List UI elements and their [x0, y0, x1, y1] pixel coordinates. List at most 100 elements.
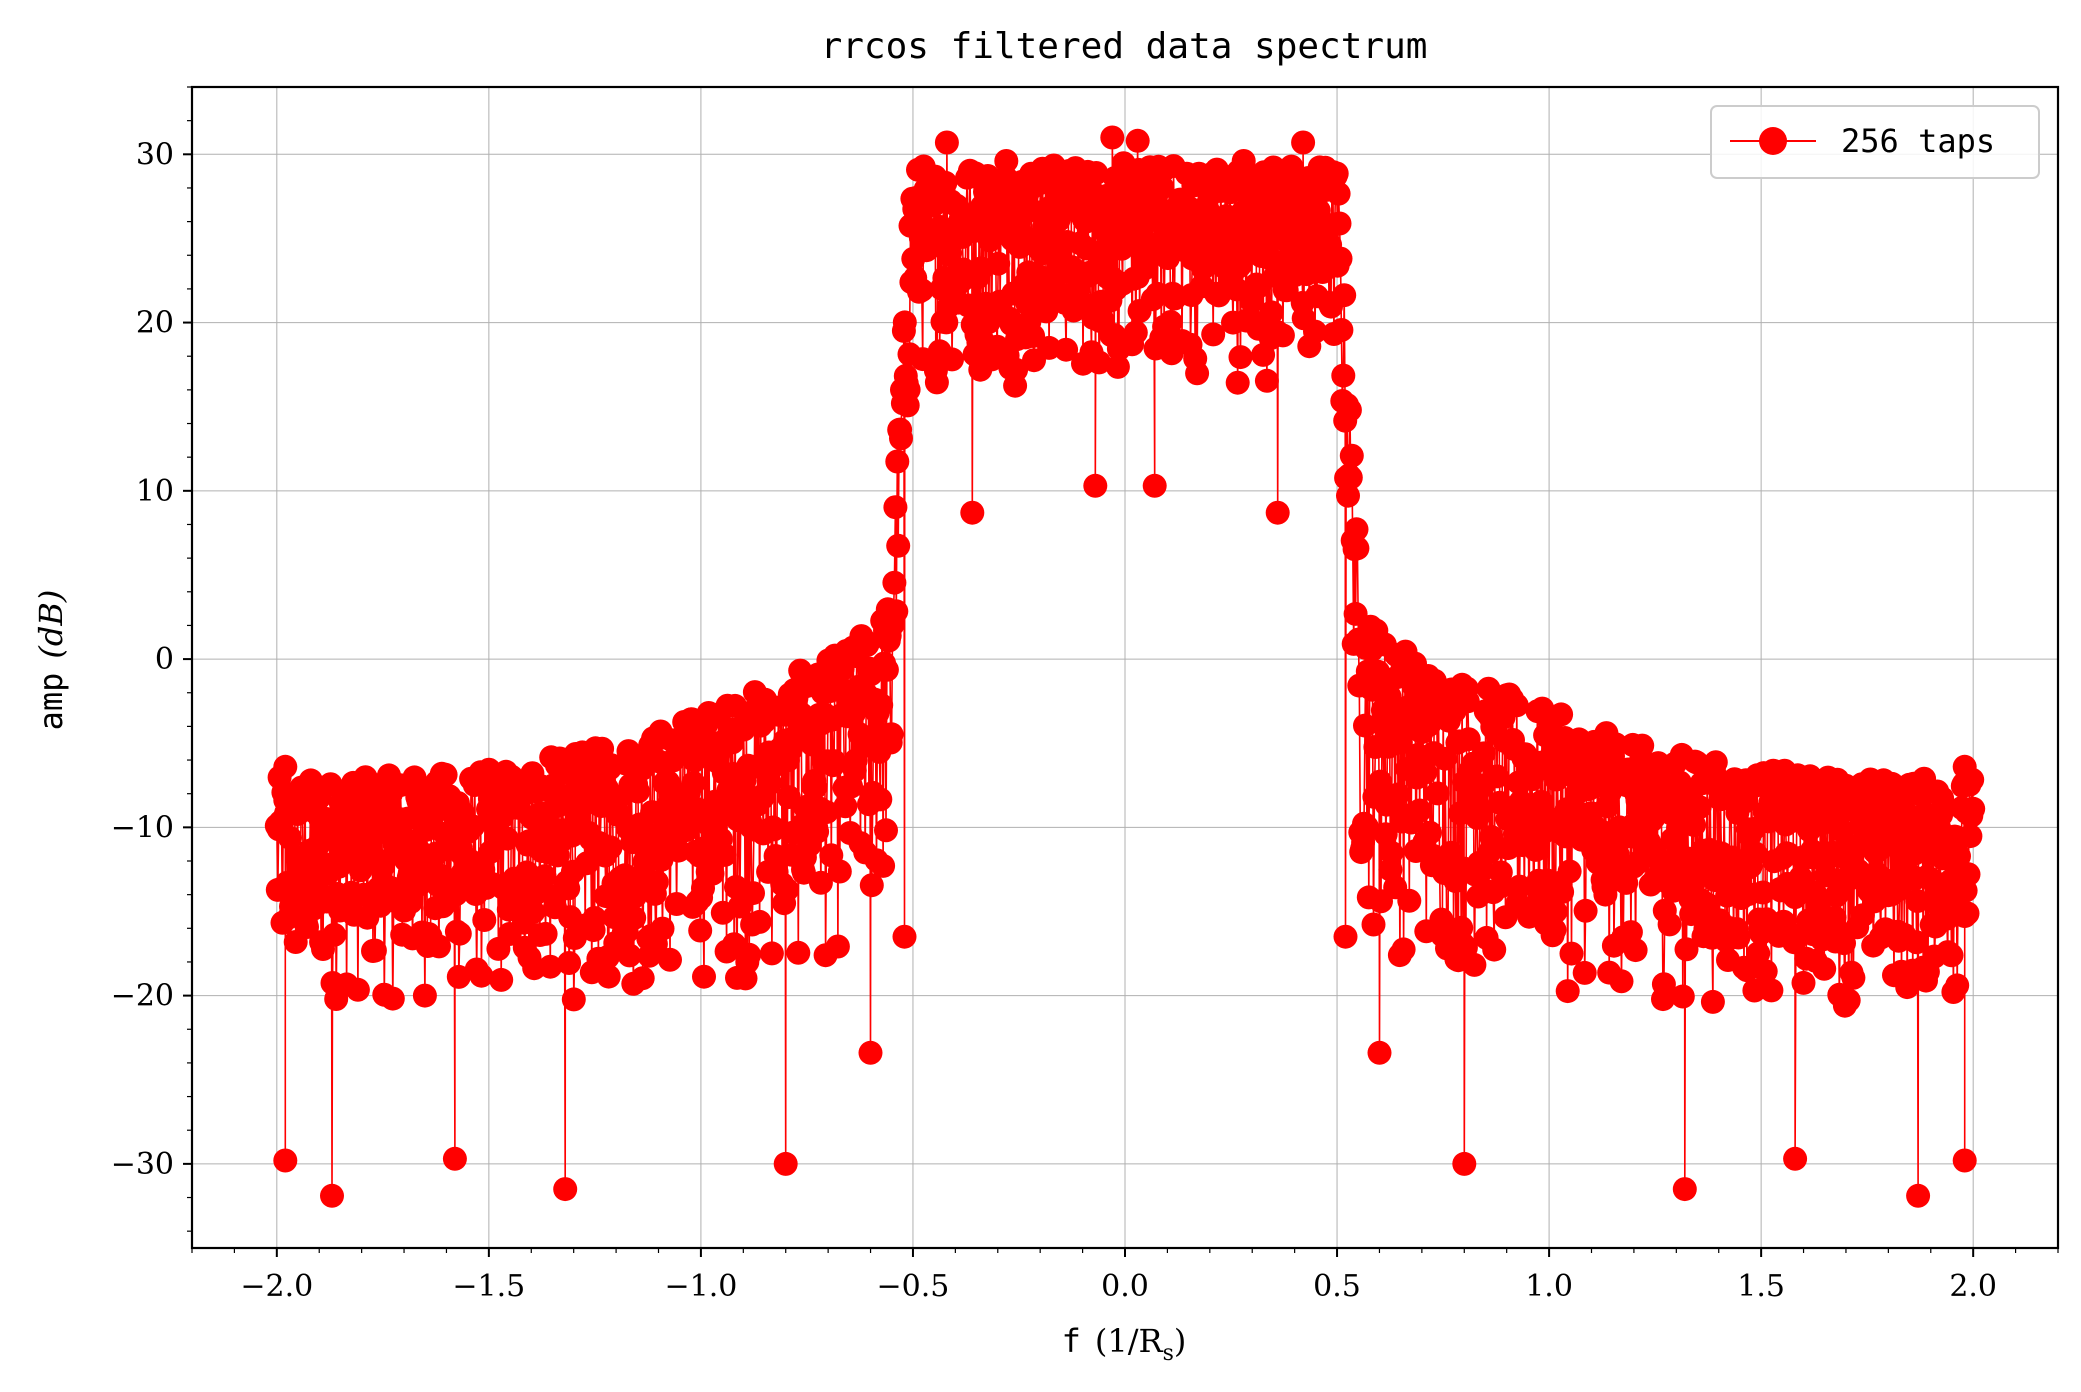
y-tick-label: 10 — [136, 474, 174, 509]
data-point — [622, 905, 647, 930]
data-point — [859, 873, 884, 898]
x-tick-label: 0.0 — [1101, 1269, 1149, 1304]
data-point — [700, 861, 725, 886]
data-point — [1687, 795, 1712, 820]
data-point — [773, 1151, 798, 1176]
data-point — [1630, 733, 1655, 758]
data-point — [1542, 917, 1567, 942]
data-point — [814, 800, 839, 825]
data-point — [359, 826, 384, 851]
x-tick-label: 2.0 — [1949, 1269, 1997, 1304]
data-point — [884, 599, 909, 624]
data-point — [1391, 937, 1416, 962]
chart-title: rrcos filtered data spectrum — [821, 26, 1428, 67]
data-point — [1291, 130, 1316, 155]
data-point — [1945, 973, 1970, 998]
data-point — [1674, 937, 1699, 962]
data-point — [1672, 1177, 1697, 1202]
data-point — [1100, 125, 1125, 150]
data-point — [1743, 841, 1768, 866]
data-point — [1303, 319, 1327, 344]
x-tick-label: −2.0 — [240, 1269, 313, 1304]
data-point — [1573, 898, 1598, 923]
data-point — [882, 570, 907, 595]
data-point — [994, 149, 1019, 173]
data-point — [892, 924, 917, 949]
data-point — [1366, 659, 1391, 684]
data-point — [1367, 1040, 1392, 1065]
data-point — [1555, 979, 1580, 1004]
data-point — [1504, 693, 1529, 718]
data-point — [380, 986, 405, 1011]
data-point — [1158, 310, 1183, 334]
y-axis-ticks: −30 −20 −10 0 10 20 30 — [111, 86, 192, 1232]
y-axis-label: amp(dB) — [32, 590, 70, 731]
data-point — [1452, 1151, 1477, 1176]
data-point — [1105, 354, 1130, 379]
data-point — [650, 916, 675, 941]
data-point — [1332, 283, 1357, 308]
data-point — [1955, 901, 1980, 926]
data-point — [598, 835, 623, 860]
x-axis-ticks: −2.0 −1.5 −1.0 −0.5 0.0 0.5 1.0 1.5 2.0 — [191, 1248, 2059, 1304]
data-point — [803, 775, 828, 800]
data-point — [1336, 483, 1360, 508]
data-point — [1753, 959, 1778, 984]
data-point — [737, 942, 762, 967]
data-point — [1960, 767, 1985, 792]
x-tick-label: −0.5 — [877, 1269, 950, 1304]
data-point — [1425, 781, 1450, 806]
data-point — [1812, 956, 1837, 981]
data-point — [1841, 965, 1866, 990]
data-point — [1004, 357, 1029, 382]
data-point — [822, 749, 847, 774]
data-point — [1489, 874, 1514, 899]
data-point — [1265, 500, 1290, 525]
data-point — [747, 909, 772, 934]
data-point — [1836, 988, 1861, 1013]
y-tick-label: 30 — [136, 137, 174, 172]
data-point — [1413, 760, 1438, 785]
data-point — [1456, 727, 1481, 752]
data-point — [658, 947, 682, 972]
data-point — [469, 963, 494, 988]
data-point — [1832, 931, 1856, 956]
data-point — [1083, 473, 1108, 498]
data-point — [960, 500, 985, 525]
data-point — [1185, 361, 1210, 386]
data-point — [1455, 689, 1480, 714]
data-point — [1087, 350, 1112, 375]
data-point — [582, 906, 607, 930]
data-point — [1462, 952, 1487, 977]
legend-box — [1710, 105, 2040, 179]
data-point — [1471, 741, 1496, 766]
data-point — [741, 881, 765, 906]
data-point — [940, 347, 964, 372]
data-point — [1726, 925, 1751, 950]
data-point — [1529, 789, 1554, 814]
data-point — [879, 722, 904, 747]
data-point — [1906, 1183, 1931, 1208]
data-point — [986, 251, 1011, 276]
data-point — [1142, 473, 1167, 498]
data-point — [761, 817, 786, 842]
data-point — [1339, 443, 1364, 468]
y-tick-label: −30 — [111, 1147, 174, 1182]
data-point — [442, 1146, 467, 1171]
data-point — [494, 826, 519, 851]
data-point — [630, 966, 655, 991]
data-point — [1485, 764, 1509, 789]
data-point — [1123, 320, 1148, 345]
x-tick-label: −1.0 — [664, 1269, 737, 1304]
data-point — [1939, 943, 1964, 968]
data-point — [596, 964, 621, 989]
data-point — [273, 754, 298, 779]
data-point — [273, 1148, 298, 1173]
data-point — [1479, 824, 1504, 849]
data-point — [1783, 1146, 1808, 1171]
data-point — [1543, 899, 1568, 924]
data-point — [1361, 912, 1386, 937]
data-point — [1326, 181, 1351, 206]
data-point — [1657, 912, 1682, 937]
data-point — [553, 1177, 578, 1202]
